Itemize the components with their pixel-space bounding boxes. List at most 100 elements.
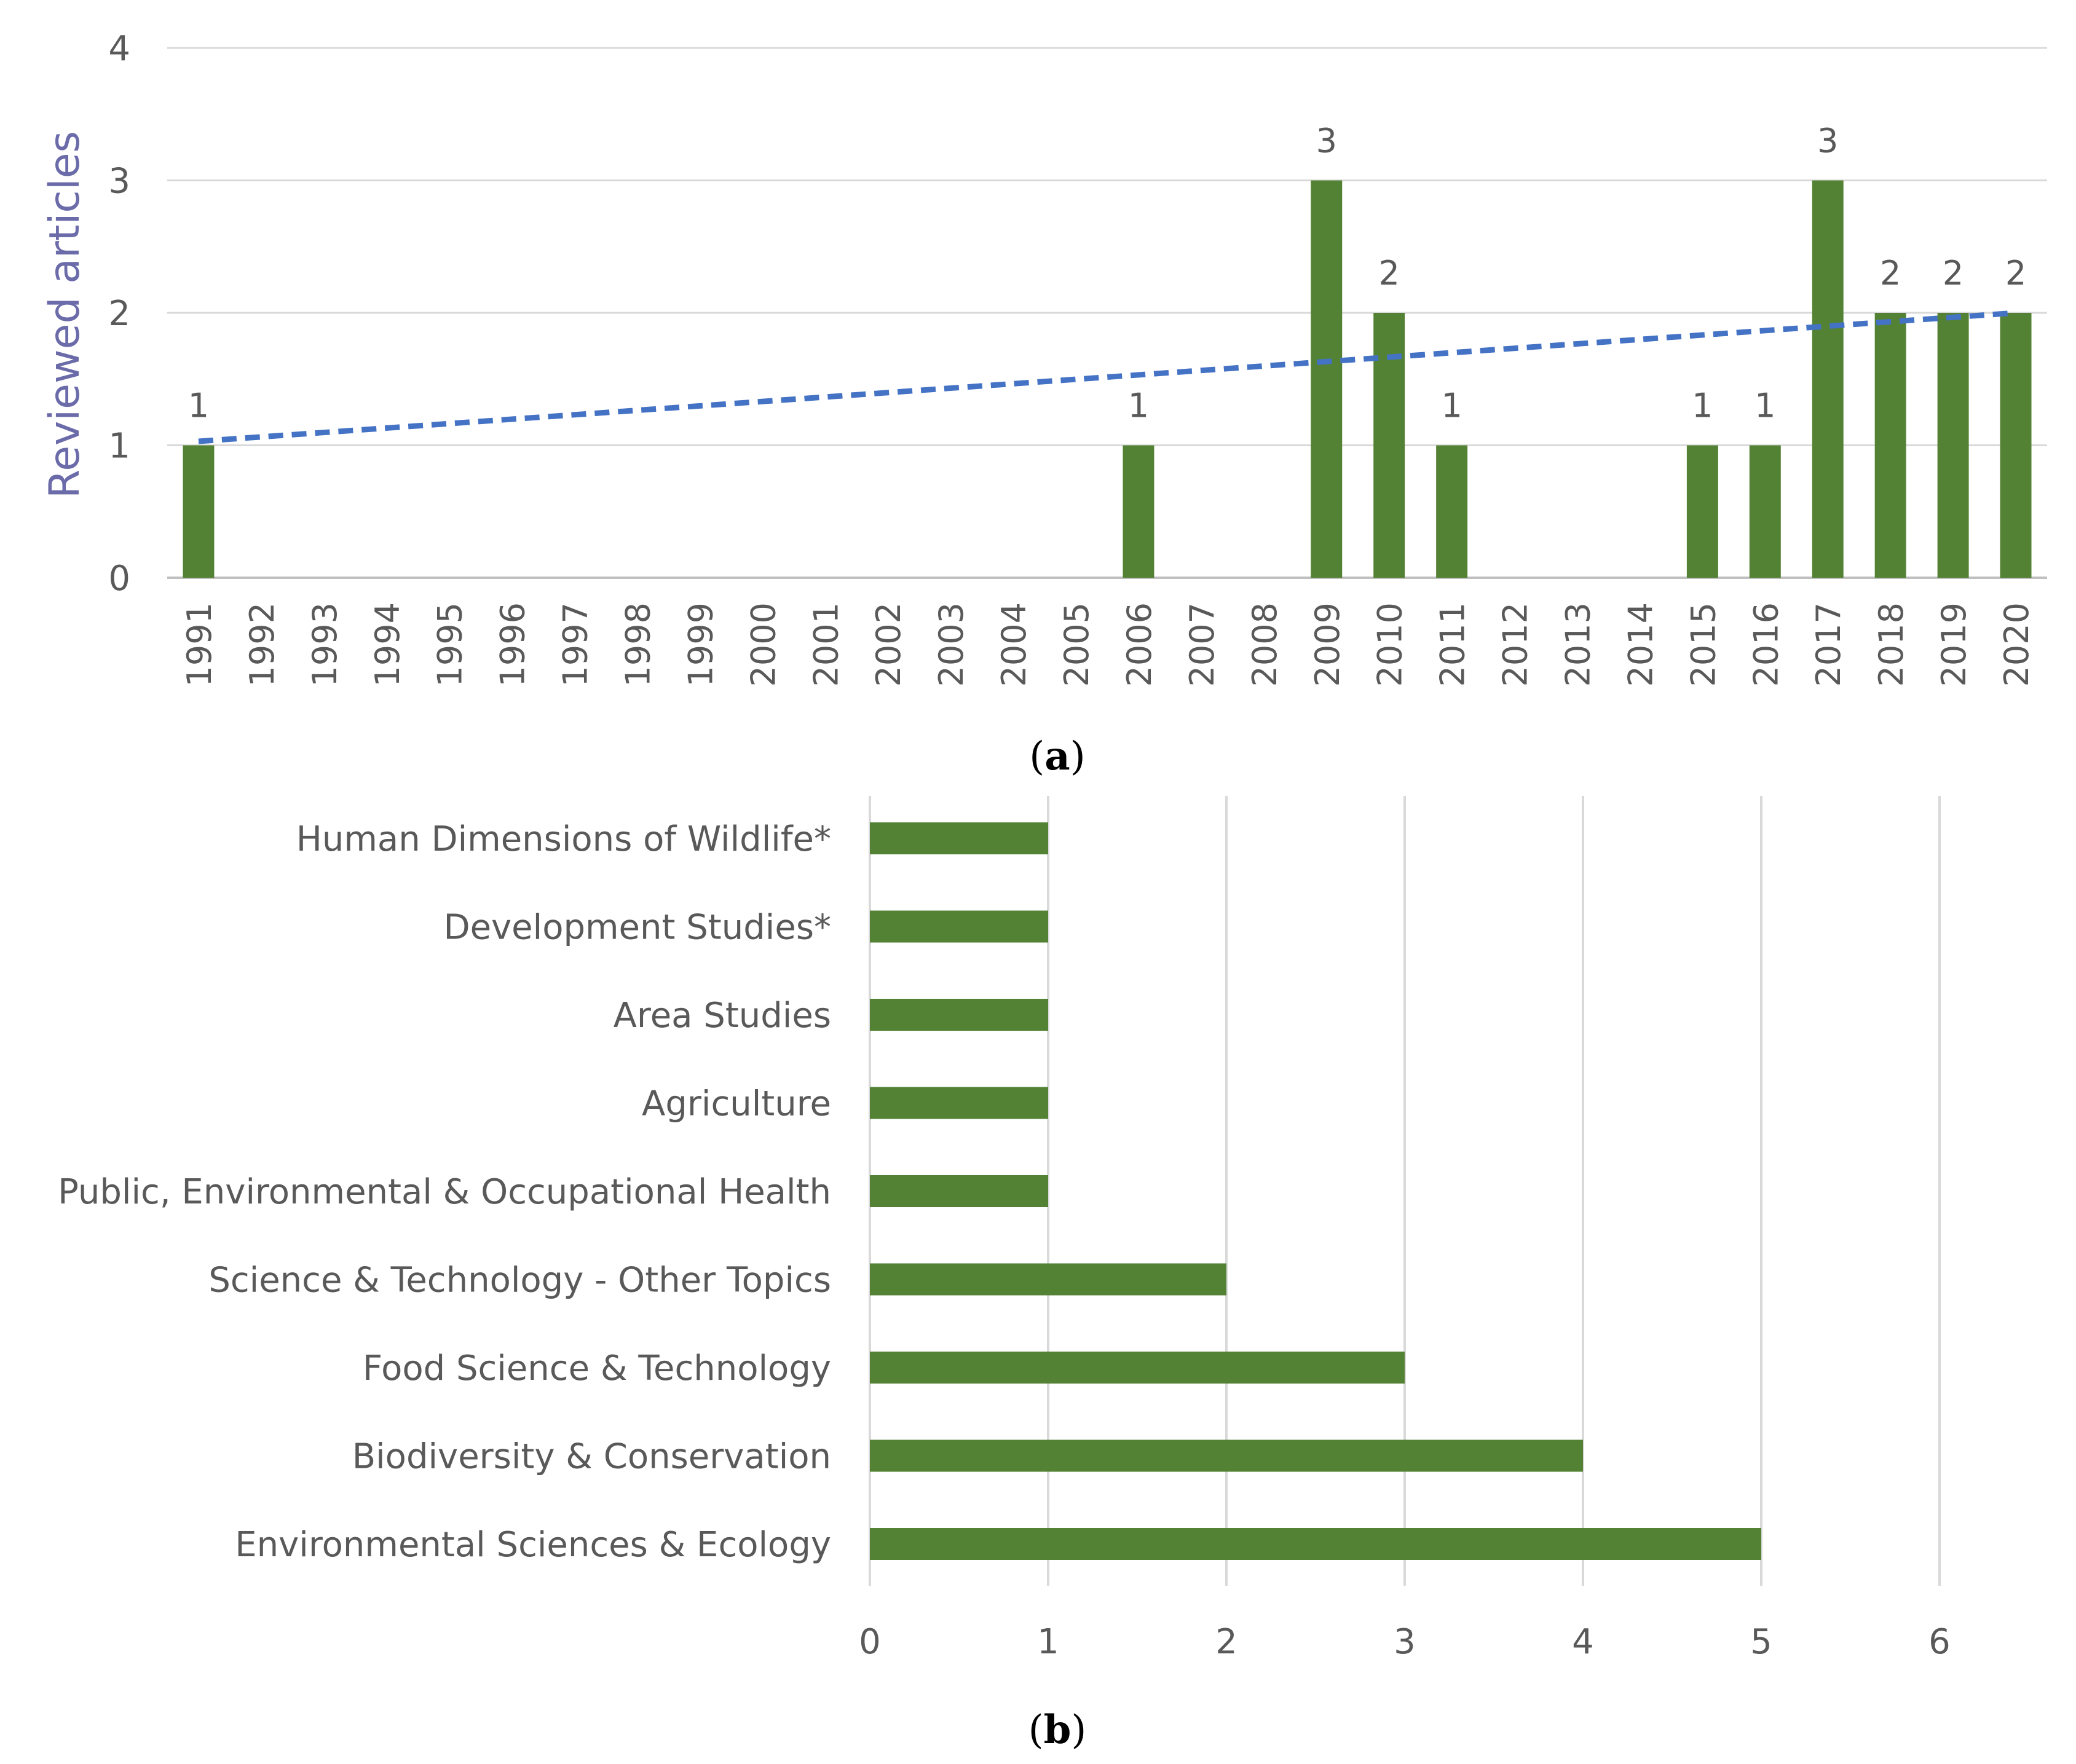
chart-a-x-tick: 2009 <box>1308 602 1347 687</box>
chart-a-x-tick: 1995 <box>431 602 470 687</box>
chart-a-x-tick: 2004 <box>995 602 1033 687</box>
chart-a-bar-2006 <box>1123 445 1154 578</box>
chart-a-x-tick: 2016 <box>1746 602 1785 687</box>
chart-b-bar <box>870 1352 1405 1384</box>
chart-a-x-tick: 2011 <box>1434 602 1472 687</box>
chart-b-bar <box>870 999 1048 1031</box>
chart-b-category-label: Human Dimensions of Wildlife* <box>296 819 831 859</box>
chart-a-x-tick: 2014 <box>1621 602 1660 687</box>
chart-a-x-tick: 2019 <box>1935 602 1973 687</box>
chart-a-x-tick: 2000 <box>744 602 783 687</box>
chart-a-data-label-2011: 1 <box>1441 387 1462 425</box>
chart-b-bar <box>870 1439 1583 1472</box>
chart-a-data-label-2020: 2 <box>2005 254 2026 293</box>
chart-a-x-tick: 1996 <box>494 602 532 687</box>
chart-a-y-axis-label: Reviewed articles <box>41 131 89 498</box>
chart-a-bar-2016 <box>1749 445 1781 578</box>
chart-b-category-label: Development Studies* <box>443 908 831 948</box>
chart-a-data-label-2017: 3 <box>1817 122 1838 160</box>
chart-b-bar <box>870 1263 1226 1296</box>
chart-a-x-tick: 1997 <box>556 602 595 687</box>
caption-a-letter: a <box>1044 733 1070 779</box>
chart-a-x-tick: 2003 <box>932 602 971 687</box>
chart-b-x-tick: 3 <box>1394 1622 1416 1662</box>
chart-b-bars <box>870 822 1761 1560</box>
chart-a-x-tick: 2018 <box>1872 602 1911 687</box>
chart-a-y-tick-labels: 0 1 2 3 4 <box>108 29 130 599</box>
chart-a-x-tick: 2020 <box>1997 602 2036 687</box>
chart-a-x-tick: 2005 <box>1057 602 1096 687</box>
chart-a-bar-2011 <box>1436 445 1468 578</box>
chart-a-bar-2015 <box>1686 445 1718 578</box>
chart-b-bar <box>870 1528 1761 1560</box>
chart-a-x-tick: 2013 <box>1559 602 1598 687</box>
chart-a-data-label-2009: 3 <box>1316 122 1337 160</box>
chart-a-data-label-2019: 2 <box>1943 254 1964 293</box>
chart-b-research-areas: Human Dimensions of Wildlife* Development… <box>58 796 1951 1753</box>
chart-a-x-tick: 1992 <box>243 602 282 687</box>
chart-a-x-tick: 2015 <box>1684 602 1723 687</box>
chart-a-bar-2010 <box>1373 313 1405 578</box>
chart-b-x-tick: 0 <box>859 1622 881 1662</box>
chart-a-data-label-2015: 1 <box>1692 387 1713 425</box>
chart-a-x-tick: 2006 <box>1120 602 1159 687</box>
chart-a-y-tick: 3 <box>108 162 130 202</box>
chart-a-gridlines <box>167 47 2047 579</box>
chart-b-category-label: Science & Technology - Other Topics <box>208 1261 831 1301</box>
chart-a-x-tick: 2007 <box>1183 602 1222 687</box>
chart-a-data-label-2016: 1 <box>1754 387 1775 425</box>
chart-a-trendline <box>198 310 2016 444</box>
chart-b-category-label: Biodiversity & Conservation <box>352 1437 831 1477</box>
chart-a-y-tick: 0 <box>108 559 130 599</box>
chart-a-x-tick: 1998 <box>619 602 658 687</box>
chart-a-x-tick: 1994 <box>368 602 407 687</box>
chart-b-category-label: Environmental Sciences & Ecology <box>235 1525 831 1565</box>
chart-a-x-tick: 2001 <box>807 602 845 687</box>
chart-a-data-label-2006: 1 <box>1128 387 1149 425</box>
chart-a-bar-2017 <box>1812 180 1844 578</box>
chart-a-bar-2018 <box>1874 313 1906 578</box>
chart-a-x-tick: 2002 <box>869 602 908 687</box>
chart-a-bar-2020 <box>2000 313 2032 578</box>
chart-b-bar <box>870 910 1048 943</box>
chart-a-data-label-2018: 2 <box>1880 254 1901 293</box>
chart-b-x-tick: 2 <box>1215 1622 1237 1662</box>
chart-a-x-tick: 2012 <box>1496 602 1535 687</box>
chart-b-category-label: Public, Environmental & Occupational Hea… <box>58 1172 831 1212</box>
chart-a-data-labels: 1 1 3 2 1 1 1 3 2 2 2 <box>188 122 2026 425</box>
chart-a-bars <box>183 180 2032 578</box>
chart-a-x-tick: 1993 <box>306 602 344 687</box>
chart-b-bar <box>870 1175 1048 1207</box>
chart-b-x-tick: 1 <box>1037 1622 1059 1662</box>
chart-a-x-tick: 1991 <box>180 602 219 687</box>
chart-a-bar-2019 <box>1937 313 1969 578</box>
chart-b-bar <box>870 822 1048 854</box>
chart-a-x-tick: 1999 <box>681 602 720 687</box>
caption-b: (b) <box>1028 1707 1087 1753</box>
chart-b-category-label: Area Studies <box>614 996 831 1036</box>
chart-b-bar <box>870 1087 1048 1119</box>
chart-a-data-label-1991: 1 <box>188 387 209 425</box>
chart-b-category-label: Food Science & Technology <box>363 1349 831 1388</box>
chart-a-y-tick: 1 <box>108 427 130 467</box>
chart-a-x-tick: 2008 <box>1245 602 1284 687</box>
chart-a-bar-1991 <box>183 445 215 578</box>
chart-a-x-tick: 2010 <box>1371 602 1410 687</box>
chart-a-bar-2009 <box>1311 180 1343 578</box>
chart-b-x-tick-labels: 0 1 2 3 4 5 6 <box>859 1622 1951 1662</box>
chart-b-x-tick: 6 <box>1928 1622 1951 1662</box>
chart-a-y-tick: 2 <box>108 294 130 334</box>
chart-b-x-tick: 5 <box>1750 1622 1772 1662</box>
caption-a: (a) <box>1029 733 1085 779</box>
chart-a-x-tick-labels: 1991 1992 1993 1994 1995 1996 1997 1998 1999 2000… <box>180 602 2036 687</box>
chart-b-x-tick: 4 <box>1572 1622 1594 1662</box>
chart-b-category-label: Agriculture <box>642 1084 831 1124</box>
chart-b-category-labels: Human Dimensions of Wildlife* Development… <box>58 819 831 1565</box>
chart-a-y-tick: 4 <box>108 29 130 69</box>
chart-a-x-tick: 2017 <box>1809 602 1848 687</box>
caption-b-letter: b <box>1044 1707 1072 1753</box>
chart-a-trendline-group <box>198 310 2016 444</box>
chart-a-data-label-2010: 2 <box>1379 254 1400 293</box>
